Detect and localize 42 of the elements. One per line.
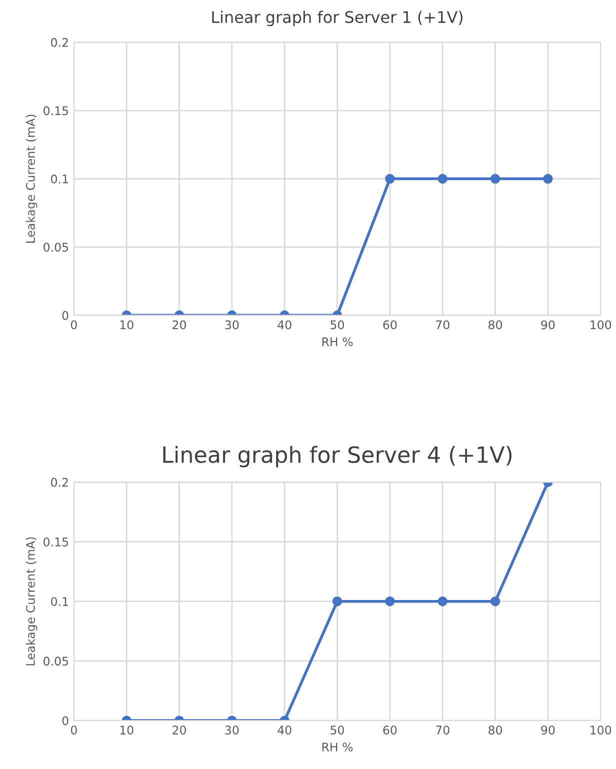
x-tick-label: 70	[436, 726, 450, 735]
x-tick-label: 30	[225, 726, 239, 735]
point	[332, 596, 342, 606]
point	[385, 596, 395, 606]
point	[490, 596, 500, 606]
y-tick-label: 0.05	[44, 242, 68, 252]
y-tick-label: 0.15	[44, 106, 68, 116]
y-tick-label: 0	[62, 716, 68, 726]
point	[438, 596, 448, 606]
x-tick-label: 80	[488, 320, 502, 330]
x-tick-label: 60	[383, 726, 397, 735]
y-tick-label: 0.2	[51, 478, 68, 487]
x-tick-label: 80	[488, 726, 502, 735]
y-tick-label: 0.05	[44, 656, 68, 666]
y-axis-title: Leakage Current (mA)	[26, 114, 38, 243]
x-tick-label: 40	[278, 320, 292, 330]
x-tick-label: 90	[541, 320, 555, 330]
x-tick-label: 50	[330, 320, 344, 330]
x-tick-label: 100	[590, 726, 612, 735]
x-tick-label: 90	[541, 726, 555, 735]
x-tick-label: 60	[383, 320, 397, 330]
x-tick-label: 0	[70, 320, 77, 330]
x-tick-label: 70	[436, 320, 450, 330]
x-tick-label: 10	[120, 320, 134, 330]
x-tick-label: 10	[120, 726, 134, 735]
x-tick-label: 100	[590, 320, 612, 330]
x-tick-label: 30	[225, 320, 239, 330]
x-tick-label: 0	[70, 726, 77, 735]
chart-title: Linear graph for Server 1 (+1V)	[212, 10, 462, 26]
x-tick-label: 20	[172, 726, 186, 735]
y-axis-title: Leakage Current (mA)	[26, 537, 38, 666]
chart-title: Linear graph for Server 4 (+1V)	[163, 446, 512, 468]
y-tick-label: 0.1	[51, 597, 68, 606]
x-axis-title: RH %	[322, 742, 353, 752]
x-tick-label: 20	[172, 320, 186, 330]
x-tick-label: 40	[278, 726, 292, 735]
x-tick-label: 50	[330, 726, 344, 735]
y-tick-label: 0.2	[51, 38, 68, 47]
y-tick-label: 0.15	[44, 537, 68, 546]
y-tick-label: 0	[62, 311, 68, 320]
x-axis-title: RH %	[322, 337, 353, 346]
y-tick-label: 0.1	[51, 174, 68, 184]
